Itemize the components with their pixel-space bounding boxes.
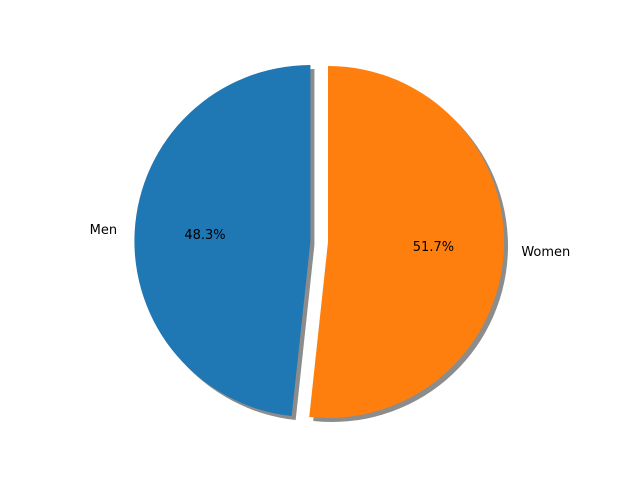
percent-label-men: 48.3% — [184, 228, 225, 243]
labels: Men 48.3% Women 51.7% — [90, 223, 571, 260]
slices — [134, 65, 504, 418]
pie-slice-men — [134, 65, 311, 417]
pie-slice-women — [309, 66, 504, 418]
percent-label-women: 51.7% — [413, 240, 454, 255]
slice-label-men: Men — [90, 223, 117, 238]
slice-label-women: Women — [521, 245, 570, 260]
